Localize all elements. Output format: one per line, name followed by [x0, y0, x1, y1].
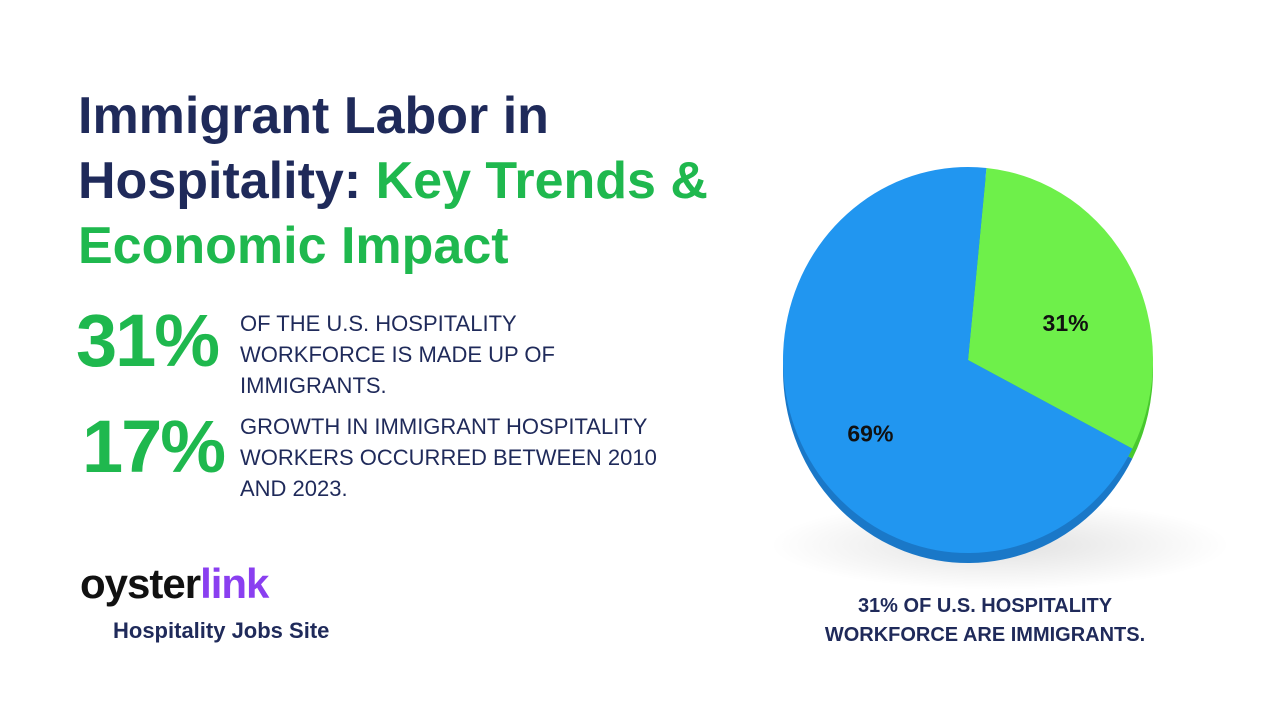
logo-part: oyster — [80, 560, 201, 607]
stat-figure: 31% — [76, 299, 220, 382]
title-part: Immigrant Labor in Hospitality: — [78, 87, 549, 210]
caption: 31% OF U.S. HOSPITALITY WORKFORCE ARE IM… — [824, 595, 1146, 646]
slice — [968, 167, 1153, 449]
tagline: Hospitality Jobs Site — [113, 618, 330, 643]
pie: 31% 69% — [783, 167, 1153, 564]
logo: oysterlink — [80, 560, 269, 608]
stat-text: GROWTH IN IMMIGRANT HOSPITALITY WORKERS … — [240, 414, 657, 501]
slice-label: 31% — [1043, 310, 1089, 336]
logo-part: link — [200, 560, 269, 607]
stat-text: OF THE U.S. HOSPITALITY WORKFORCE IS MAD… — [240, 311, 555, 398]
slice — [783, 167, 1133, 554]
title-part: Key Trends & Economic Impact — [78, 152, 708, 275]
stat-figure: 17% — [82, 405, 226, 488]
title: Immigrant Labor in Hospitality: Key Tren… — [78, 84, 798, 279]
slice-label: 69% — [847, 420, 893, 446]
